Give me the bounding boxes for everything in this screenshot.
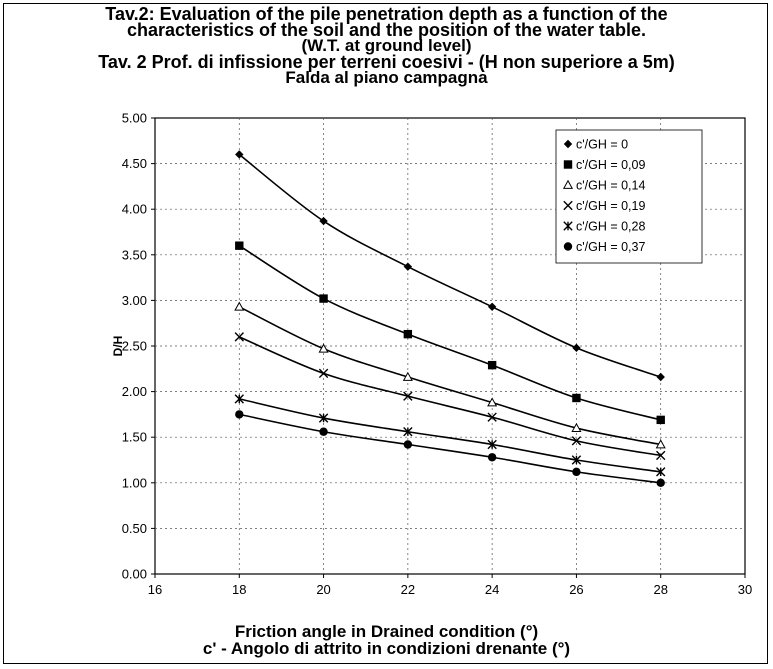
title-line-1: Tav.2: Evaluation of the pile penetratio… xyxy=(105,4,668,24)
legend-entry-2: c'/GH = 0,14 xyxy=(576,179,645,193)
x-tick-label: 26 xyxy=(569,582,583,597)
x-tick-label: 16 xyxy=(148,582,162,597)
data-point-s5-5 xyxy=(656,478,665,487)
title-line-4: Tav. 2 Prof. di infissione per terreni c… xyxy=(98,52,675,72)
legend-marker-3 xyxy=(563,200,573,211)
chart-frame xyxy=(3,3,768,664)
data-point-s1-0 xyxy=(235,241,244,250)
data-point-s4-0 xyxy=(234,394,244,404)
data-point-s5-3 xyxy=(487,453,497,462)
y-tick-label: 2.00 xyxy=(122,384,147,399)
y-tick-label: 5.00 xyxy=(122,111,147,126)
series-line-3 xyxy=(238,336,661,457)
y-tick-label: 1.50 xyxy=(122,430,147,445)
title-line-3: (W.T. at ground level) xyxy=(301,36,472,55)
data-point-s3-0 xyxy=(234,332,244,342)
data-point-s0-2 xyxy=(403,262,413,271)
data-point-s0-5 xyxy=(656,372,665,382)
y-tick-label: 0.00 xyxy=(122,567,147,582)
data-point-s3-2 xyxy=(403,391,413,401)
data-point-s1-3 xyxy=(487,360,497,370)
series-line-1 xyxy=(238,245,661,421)
x-tick-label: 30 xyxy=(738,582,752,597)
data-point-s1-1 xyxy=(319,294,328,303)
legend-entry-5: c'/GH = 0,37 xyxy=(576,240,645,254)
legend-entry-3: c'/GH = 0,19 xyxy=(576,199,645,213)
data-point-s3-1 xyxy=(318,368,329,379)
data-point-s2-1 xyxy=(318,343,329,353)
data-point-s0-0 xyxy=(235,150,244,159)
data-point-s0-4 xyxy=(572,343,581,353)
legend-entry-0: c'/GH = 0 xyxy=(576,138,628,152)
x-tick-label: 18 xyxy=(232,582,246,597)
series-line-2 xyxy=(238,306,661,446)
title-line-2: characteristics of the soil and the posi… xyxy=(126,20,647,40)
x-tick-label: 20 xyxy=(316,582,330,597)
legend-marker-2 xyxy=(562,179,574,189)
data-point-s4-1 xyxy=(318,413,329,423)
series-line-0 xyxy=(238,153,661,378)
legend-entry-1: c'/GH = 0,09 xyxy=(576,158,645,172)
legend-entry-4: c'/GH = 0,28 xyxy=(576,220,645,234)
legend-marker-0 xyxy=(563,139,573,149)
legend-marker-5 xyxy=(563,242,573,251)
x-tick-label: 28 xyxy=(653,582,667,597)
x-axis-label-secondary: c' - Angolo di attrito in condizioni dre… xyxy=(202,639,571,658)
data-point-s1-5 xyxy=(656,415,665,425)
y-tick-label: 1.00 xyxy=(122,475,147,490)
data-point-s4-5 xyxy=(656,467,666,477)
data-point-s3-3 xyxy=(487,412,497,422)
data-point-s0-1 xyxy=(319,216,328,226)
y-tick-label: 2.50 xyxy=(122,339,147,354)
data-point-s2-5 xyxy=(655,439,666,449)
data-point-s4-2 xyxy=(403,427,413,437)
title-line-5: Falda al piano campagna xyxy=(285,68,488,87)
chart-titles: Tav.2: Evaluation of the pile penetratio… xyxy=(0,4,773,87)
data-point-s4-4 xyxy=(571,455,582,465)
data-point-s1-4 xyxy=(572,393,581,403)
legend-box xyxy=(555,129,703,264)
data-point-s2-4 xyxy=(571,422,582,432)
data-point-s2-2 xyxy=(402,371,413,381)
data-point-s2-0 xyxy=(234,301,245,311)
y-tick-label: 3.50 xyxy=(122,247,147,262)
y-tick-label: 4.00 xyxy=(122,202,147,217)
x-tick-label: 22 xyxy=(401,582,415,597)
data-point-s0-3 xyxy=(487,302,497,311)
x-tick-label: 24 xyxy=(485,582,499,597)
y-tick-label: 0.50 xyxy=(122,521,147,536)
data-point-s5-2 xyxy=(403,440,413,449)
data-point-s4-3 xyxy=(487,439,497,450)
data-point-s5-4 xyxy=(572,467,581,477)
y-tick-label: 4.50 xyxy=(122,156,147,171)
x-axis-label: Friction angle in Drained condition (°) xyxy=(234,622,539,641)
data-point-s3-5 xyxy=(656,450,666,461)
data-point-s2-3 xyxy=(487,397,498,407)
legend-marker-4 xyxy=(563,221,573,231)
data-point-s5-1 xyxy=(319,427,328,436)
y-axis-label: D/H xyxy=(111,336,125,357)
series-line-4 xyxy=(239,398,661,473)
legend-marker-1 xyxy=(563,160,573,169)
data-point-s1-2 xyxy=(403,329,413,339)
y-tick-label: 3.00 xyxy=(122,293,147,308)
data-point-s5-0 xyxy=(235,410,244,419)
data-point-s3-4 xyxy=(571,436,582,446)
series-line-5 xyxy=(239,413,661,484)
